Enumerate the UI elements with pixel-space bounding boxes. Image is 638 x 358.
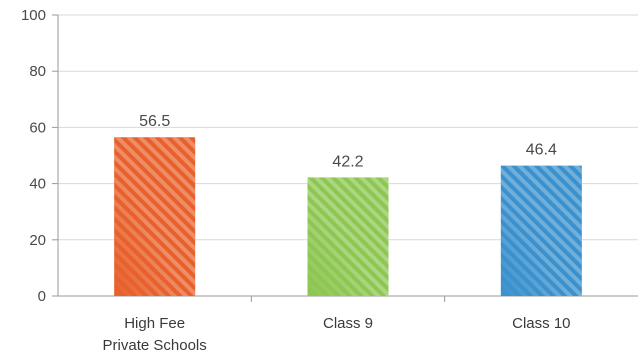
x-tick-label: Private Schools: [103, 337, 207, 354]
x-tick-label: High Fee: [124, 315, 185, 332]
labels: 0 20 40 60 80 100 56.5 High Fee Private Schools 4…: [21, 7, 571, 354]
y-tick-label: 40: [29, 176, 46, 193]
y-tick-label: 80: [29, 63, 46, 80]
bar-hatch: [114, 137, 196, 296]
data-label: 42.2: [332, 153, 363, 170]
x-tick-label: Class 10: [512, 315, 570, 332]
x-tick-label: Class 9: [323, 315, 373, 332]
bar-hatch: [307, 177, 389, 296]
bar-hatch: [500, 165, 582, 296]
data-label: 46.4: [526, 142, 557, 159]
bars: [114, 137, 582, 296]
y-tick-label: 60: [29, 119, 46, 136]
y-tick-label: 0: [38, 288, 46, 305]
y-tick-label: 20: [29, 232, 46, 249]
y-tick-label: 100: [21, 7, 46, 24]
data-label: 56.5: [139, 113, 170, 130]
